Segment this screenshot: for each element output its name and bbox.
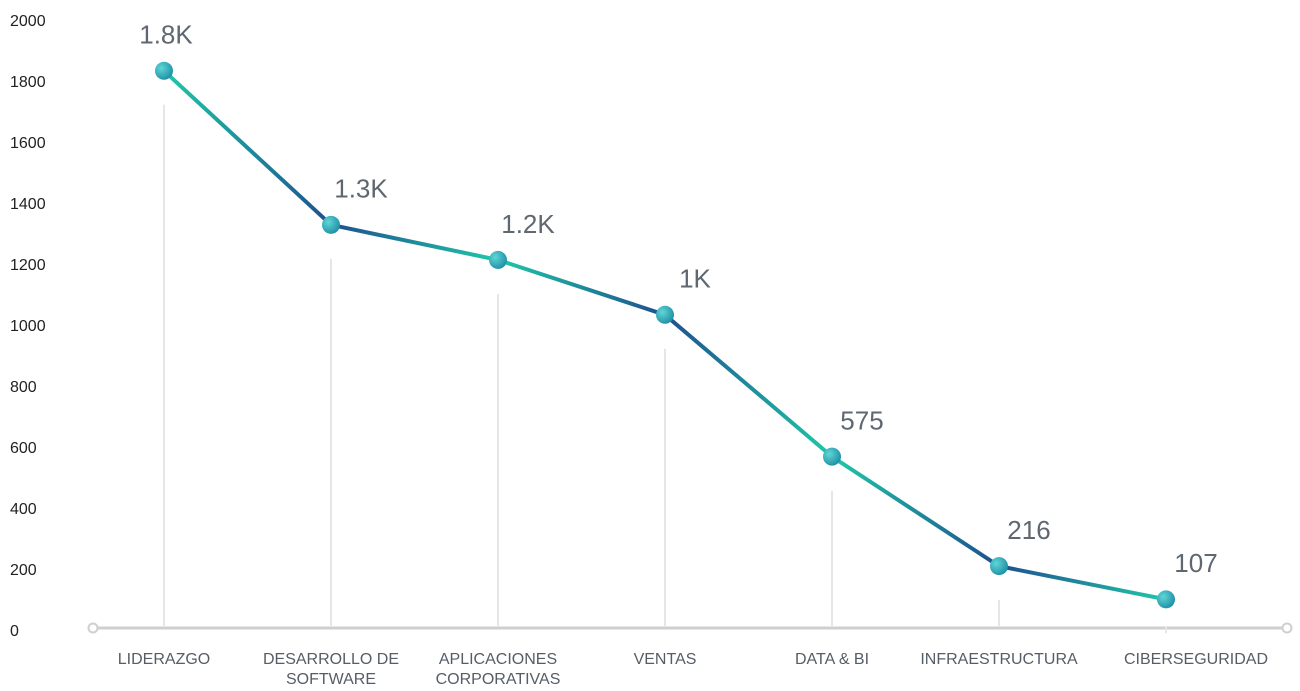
y-tick-label: 1400 <box>10 196 46 213</box>
data-label: 1.8K <box>139 20 193 50</box>
y-tick-label: 400 <box>10 501 37 518</box>
y-tick-label: 800 <box>10 379 37 396</box>
data-label: 107 <box>1174 548 1217 578</box>
x-tick-label: LIDERAZGO <box>117 651 211 668</box>
y-tick-label: 1800 <box>10 74 46 91</box>
axis-end <box>1281 622 1293 634</box>
x-tick-label: VENTAS <box>633 651 697 668</box>
point <box>489 250 507 269</box>
x-tick-label: DATA & BI <box>794 651 870 668</box>
y-tick-label: 0 <box>10 623 19 640</box>
y-tick-label: 2000 <box>10 13 46 30</box>
data-label: 575 <box>840 406 883 436</box>
data-label: 1K <box>679 264 711 294</box>
point <box>656 305 674 324</box>
x-tick-label: INFRAESTRUCTURA <box>920 651 1078 668</box>
data-label: 216 <box>1007 515 1050 545</box>
x-tick-label: CIBERSEGURIDAD <box>1123 651 1269 668</box>
x-tick-label: DESARROLLO DE SOFTWARE <box>262 651 400 688</box>
y-tick-label: 1600 <box>10 135 46 152</box>
x-tick-label: APLICACIONES CORPORATIVAS <box>435 651 561 688</box>
y-tick-label: 1200 <box>10 257 46 274</box>
point <box>990 557 1008 576</box>
y-tick-label: 600 <box>10 440 37 457</box>
y-tick-label: 200 <box>10 562 37 579</box>
axis-end <box>87 622 99 634</box>
point <box>823 447 841 466</box>
point <box>1157 590 1175 609</box>
point <box>155 61 173 80</box>
point <box>322 215 340 234</box>
data-label: 1.2K <box>501 209 555 239</box>
data-label: 1.3K <box>334 174 388 204</box>
y-tick-label: 1000 <box>10 318 46 335</box>
